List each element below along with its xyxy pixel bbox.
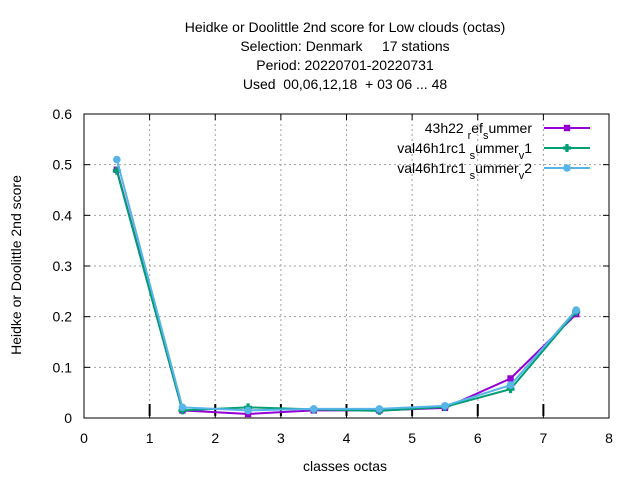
data-point: [112, 166, 121, 175]
x-tick-label: 0: [80, 430, 88, 446]
legend-label: val46h1rc1 summerv2: [397, 160, 532, 182]
chart-title-line: Period: 20220701-20220731: [256, 57, 434, 73]
legend-item: 43h22 refsummer: [425, 120, 590, 142]
data-point-shape: [563, 144, 571, 152]
y-tick-label: 0.2: [53, 309, 73, 325]
legend-text: 2: [524, 160, 532, 176]
data-point-shape: [112, 166, 121, 175]
x-tick-label: 7: [539, 430, 547, 446]
x-tick-label: 4: [343, 430, 351, 446]
x-tick-label: 8: [605, 430, 613, 446]
legend-subscript: s: [470, 150, 476, 162]
data-point: [506, 381, 515, 389]
y-tick-label: 0.3: [53, 258, 73, 274]
legend-item: val46h1rc1 summerv2: [397, 160, 590, 182]
x-tick-label: 5: [408, 430, 416, 446]
data-point: [563, 164, 571, 172]
legend-label: 43h22 refsummer: [425, 120, 533, 142]
y-tick-label: 0: [64, 410, 72, 426]
y-tick-label: 0.1: [53, 359, 73, 375]
legend-subscript: v: [519, 150, 525, 162]
x-tick-labels: 0 1 2 3 4 5 6 7 8: [80, 430, 613, 446]
x-tick-label: 1: [146, 430, 154, 446]
data-point: [506, 385, 515, 394]
legend-text: 1: [524, 140, 532, 156]
chart-title: Heidke or Doolittle 2nd score for Low cl…: [185, 19, 506, 92]
data-point: [441, 402, 449, 410]
x-tick-label: 6: [474, 430, 482, 446]
chart-title-line: Used 00,06,12,18 + 03 06 ... 48: [243, 76, 448, 92]
legend-text: ummer: [475, 160, 519, 176]
y-axis-label: Heidke or Doolittle 2nd score: [8, 175, 24, 355]
data-point: [507, 375, 514, 382]
data-point: [178, 403, 187, 412]
legend-subscript: v: [519, 170, 525, 182]
y-tick-labels: 0 0.1 0.2 0.3 0.4 0.5 0.6: [53, 106, 73, 426]
data-point-shape: [506, 385, 515, 394]
x-tick-label: 3: [277, 430, 285, 446]
legend-text: ummer: [475, 140, 519, 156]
data-point: [563, 144, 571, 152]
legend-subscript: r: [468, 130, 472, 142]
series-line: [115, 169, 577, 415]
data-point: [375, 405, 384, 413]
series-group: [112, 155, 581, 418]
y-tick-label: 0.5: [53, 157, 73, 173]
data-point: [572, 306, 580, 314]
chart-title-line: Heidke or Doolittle 2nd score for Low cl…: [185, 19, 506, 35]
legend-text: val46h1rc1: [397, 160, 469, 176]
legend-text: ummer: [488, 120, 532, 136]
legend-subscript: s: [483, 130, 489, 142]
series-3: [113, 155, 580, 415]
legend-item: val46h1rc1 summerv1: [397, 140, 590, 162]
series-line: [115, 170, 577, 412]
legend-text: ef: [471, 120, 483, 136]
legend-subscript: s: [470, 170, 476, 182]
chart-title-line: Selection: Denmark 17 stations: [240, 38, 449, 54]
data-point: [244, 406, 252, 415]
data-point: [309, 405, 318, 413]
x-tick-label: 2: [211, 430, 219, 446]
axis-ticks: [83, 113, 610, 419]
y-tick-label: 0.4: [53, 207, 73, 223]
series-line: [115, 159, 577, 412]
y-tick-label: 0.6: [53, 106, 73, 122]
legend-text: 43h22: [425, 120, 468, 136]
legend-text: val46h1rc1: [397, 140, 469, 156]
data-point: [563, 124, 571, 132]
data-point: [113, 155, 121, 164]
x-axis-label: classes octas: [303, 458, 387, 474]
grid: [84, 114, 609, 418]
legend-label: val46h1rc1 summerv1: [397, 140, 532, 162]
